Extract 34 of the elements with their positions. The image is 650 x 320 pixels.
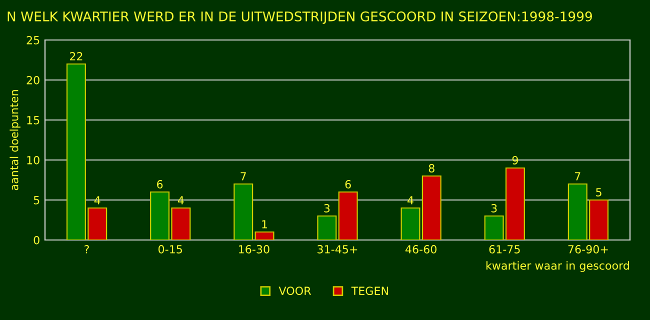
y-tick-label: 20 [26, 76, 40, 84]
y-tick-label: 25 [26, 36, 40, 44]
legend-label: TEGEN [351, 286, 388, 296]
x-tick-label: 46-60 [405, 245, 436, 254]
x-axis-title: kwartier waar in gescoord [486, 261, 629, 272]
y-tick-label: 15 [27, 116, 40, 124]
x-tick-label: 16-30 [239, 245, 270, 254]
bar [234, 183, 254, 240]
x-tick-label: 0-15 [158, 245, 182, 254]
data-label: 22 [70, 52, 82, 60]
y-tick-label: 5 [34, 196, 40, 204]
data-label: 3 [324, 204, 330, 212]
y-axis-title: aantal doelpunten [10, 90, 20, 190]
legend-label: VOOR [278, 286, 312, 296]
bar [400, 207, 420, 240]
data-label: 7 [575, 172, 580, 180]
x-tick-label: 31-45+ [318, 245, 358, 254]
data-label: 8 [428, 164, 434, 172]
bar [254, 231, 274, 240]
bar [317, 215, 337, 240]
bar [422, 175, 442, 240]
x-tick-label: ? [84, 245, 89, 254]
data-label: 6 [345, 180, 351, 188]
y-tick-label: 10 [27, 156, 40, 164]
x-tick-label: 61-75 [489, 245, 520, 254]
x-tick-label: 76-90+ [568, 245, 608, 254]
data-label: 3 [491, 204, 497, 212]
chart-title: N WELK KWARTIER WERD ER IN DE UITWEDSTRIJDEN GESCOORD IN SEIZOEN:1998-1999 [8, 11, 592, 24]
data-label: 1 [262, 220, 268, 228]
y-tick-label: 0 [34, 236, 40, 244]
bar [338, 191, 358, 240]
data-label: 7 [240, 172, 246, 180]
data-label: 6 [157, 180, 163, 188]
data-label: 5 [596, 188, 602, 196]
